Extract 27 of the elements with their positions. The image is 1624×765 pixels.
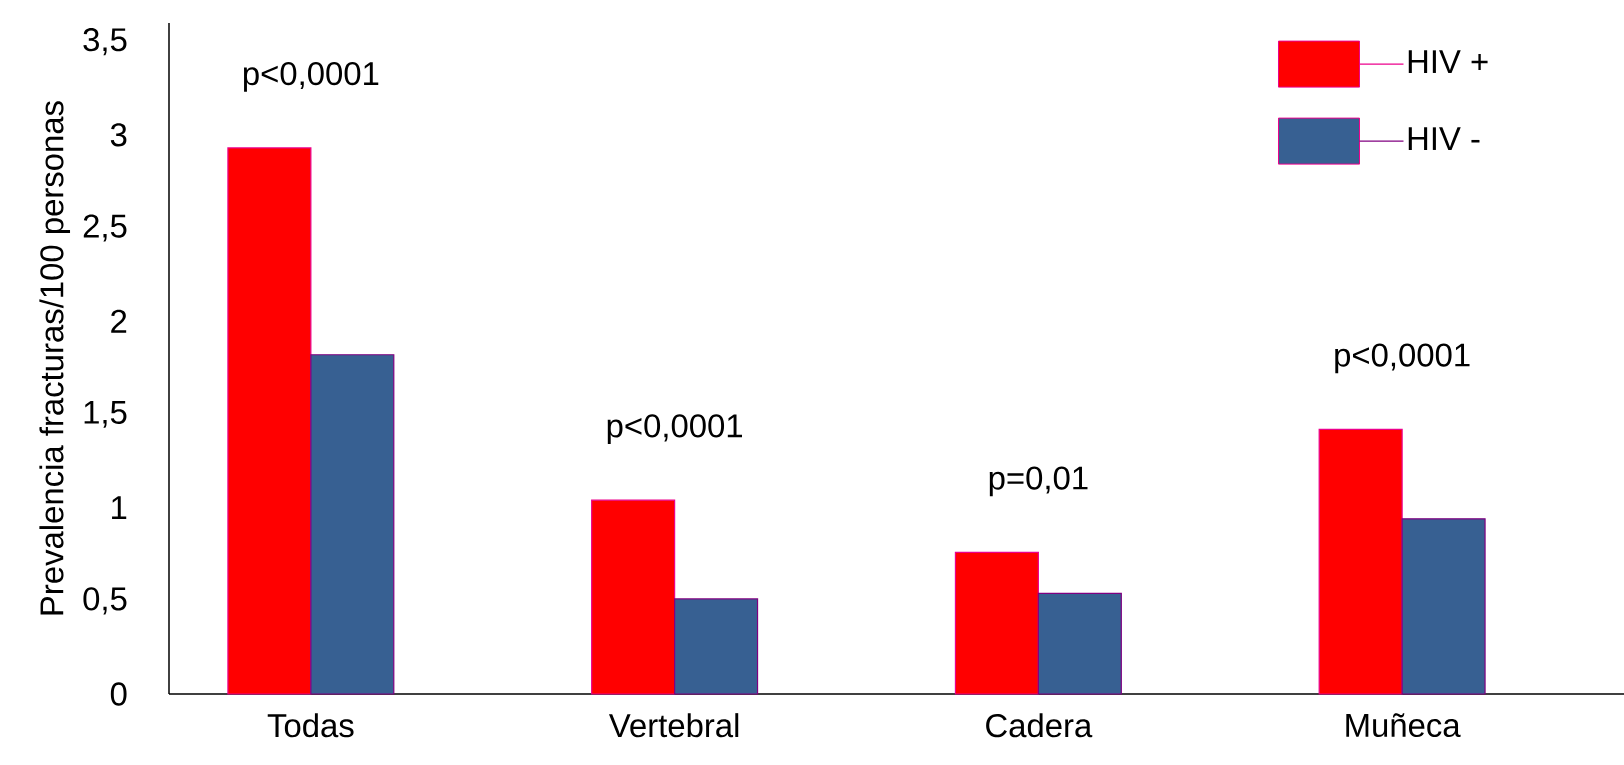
x-tick-label: Cadera (986, 713, 1093, 738)
annotation: p<0,0001 (1335, 343, 1470, 374)
bar (1318, 428, 1403, 695)
y-tick-label: 0,5 (83, 587, 127, 615)
y-tick-label: 2,5 (83, 214, 127, 242)
annotation: p<0,0001 (243, 61, 379, 92)
annotation: p<0,0001 (607, 414, 742, 444)
y-tick-label: 0 (110, 682, 127, 706)
legend-label: HIV - (1408, 127, 1480, 150)
bar (591, 499, 676, 695)
bar (674, 598, 759, 695)
x-tick-label: Muñeca (1346, 713, 1461, 738)
bar (1037, 592, 1122, 695)
annotation: p=0,01 (989, 466, 1088, 497)
bar (1401, 518, 1486, 695)
bar (954, 551, 1039, 695)
x-tick-label: Vertebral (608, 713, 739, 738)
y-axis-title: Prevalencia fracturas/100 personas (39, 101, 71, 615)
x-tick-label: Todas (267, 713, 354, 738)
bar (310, 354, 395, 695)
y-tick-label: 3,5 (83, 28, 127, 56)
y-tick-label: 2 (111, 309, 127, 333)
legend-label: HIV + (1408, 50, 1488, 73)
y-tick-label: 1,5 (84, 401, 127, 428)
y-tick-label: 1 (112, 496, 127, 519)
y-tick-label: 3 (110, 123, 127, 147)
bar (227, 147, 312, 695)
